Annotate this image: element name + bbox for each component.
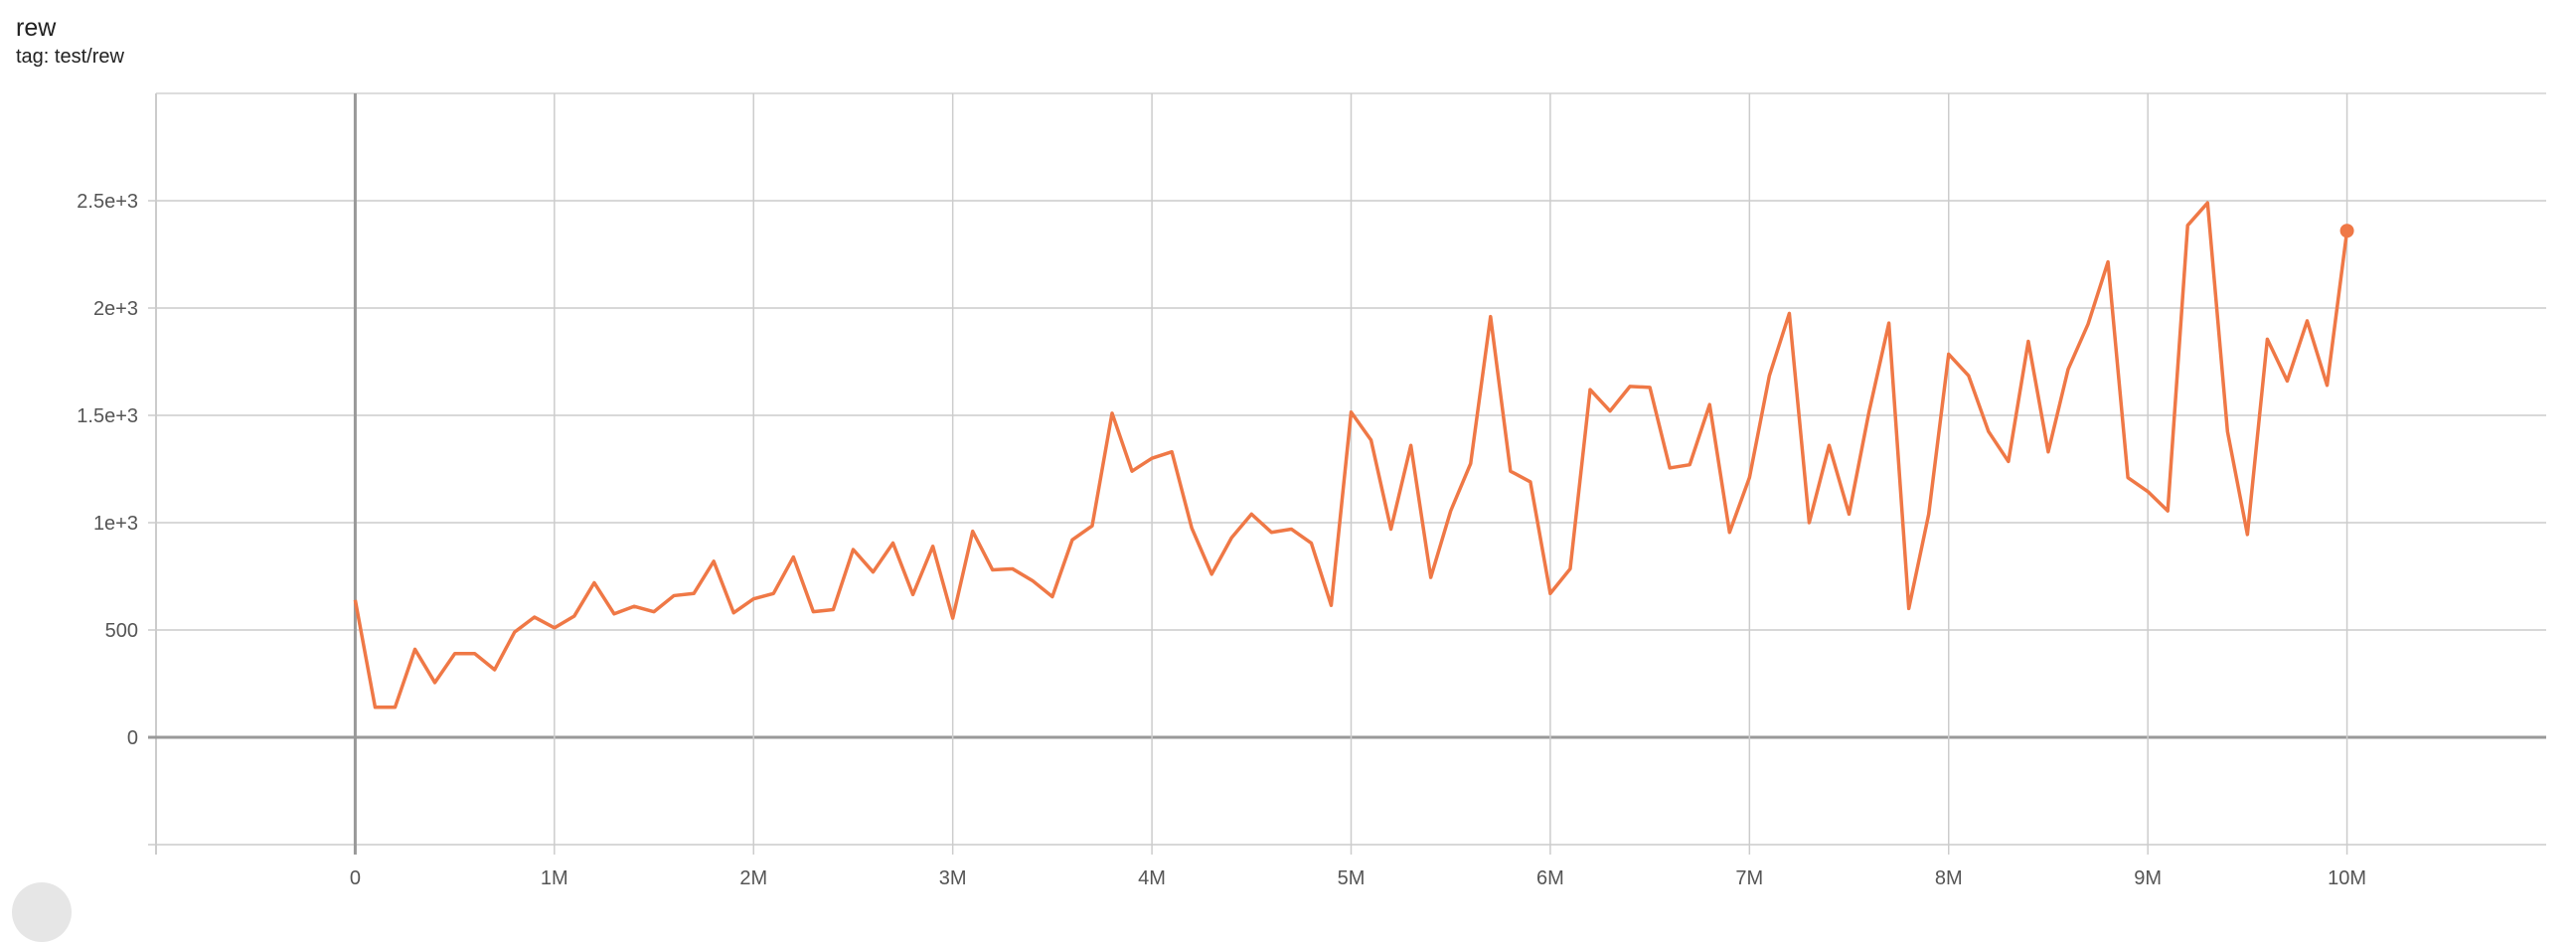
- y-tick-label: 1e+3: [93, 513, 138, 535]
- x-tick-label: 10M: [2328, 867, 2366, 889]
- x-tick-label: 6M: [1536, 867, 1564, 889]
- y-tick-label: 2.5e+3: [77, 191, 138, 213]
- x-tick-label: 3M: [939, 867, 967, 889]
- x-tick-label: 4M: [1138, 867, 1166, 889]
- x-tick-label: 7M: [1735, 867, 1763, 889]
- series-line: [353, 201, 2349, 709]
- fit-domain-button[interactable]: [12, 882, 72, 942]
- x-tick-label: 8M: [1935, 867, 1963, 889]
- y-tick-label: 1.5e+3: [77, 405, 138, 427]
- x-tick-label: 2M: [739, 867, 767, 889]
- x-tick-label: 1M: [541, 867, 568, 889]
- y-tick-label: 2e+3: [93, 298, 138, 320]
- chart-tag: tag: test/rew: [16, 46, 124, 68]
- x-tick-label: 9M: [2134, 867, 2162, 889]
- last-point-marker: [2339, 224, 2354, 238]
- x-tick-label: 0: [350, 867, 361, 889]
- y-tick-label: 0: [127, 727, 138, 749]
- y-tick-label: 500: [105, 620, 138, 642]
- line-chart[interactable]: 0 500 1e+3 1.5e+3 2e+3 2.5e+3 0 1M 2M 3M 4M 5M 6M 7M 8…: [0, 0, 2576, 898]
- x-tick-label: 5M: [1338, 867, 1366, 889]
- chart-title: rew: [16, 14, 57, 42]
